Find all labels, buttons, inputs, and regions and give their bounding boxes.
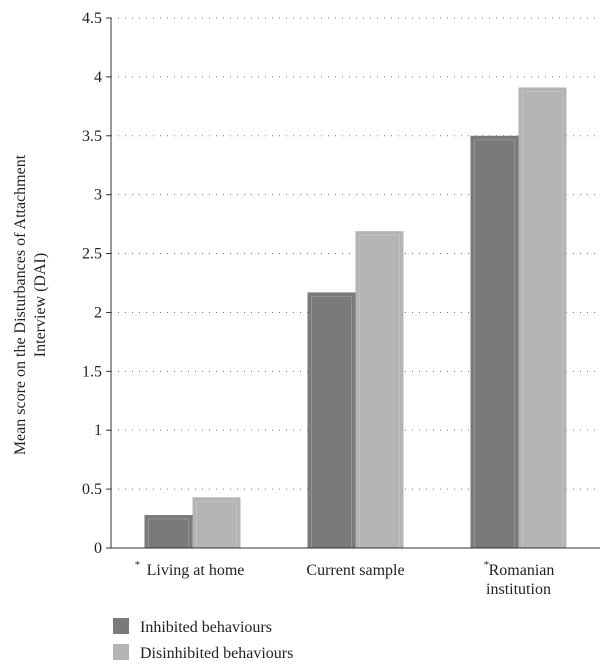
x-category-label: Romanian — [489, 562, 555, 579]
y-tick-label: 3.5 — [82, 128, 102, 145]
bar-inhibited — [307, 292, 356, 548]
legend-swatch — [113, 644, 129, 660]
x-category-label: institution — [486, 581, 551, 598]
x-category-labels: Living at home* Current sample Romanian*in… — [135, 559, 555, 598]
y-axis-title-line: Interview (DAI) — [32, 253, 49, 357]
category-marker: * — [135, 559, 141, 571]
y-tick-label: 1.5 — [82, 363, 102, 380]
y-tick-label: 2 — [94, 304, 102, 321]
legend-label: Disinhibited behaviours — [140, 645, 293, 662]
y-tick-label: 4 — [94, 69, 102, 86]
y-tick-label: 0.5 — [82, 481, 102, 498]
bar-disinhibited — [192, 497, 241, 548]
bars — [144, 87, 567, 549]
y-tick-label: 1 — [94, 422, 102, 439]
y-tick-label: 0 — [94, 540, 102, 557]
y-axis-title-line: Mean score on the Disturbances of Attach… — [12, 154, 29, 455]
bar-disinhibited — [355, 231, 404, 548]
x-category-label: Living at home — [147, 562, 245, 579]
legend-swatch — [113, 618, 129, 634]
y-axis-title: Mean score on the Disturbances of Attach… — [12, 154, 49, 455]
y-tick-labels: 0 0.5 1 1.5 2 2.5 3 3.5 4 4.5 — [82, 10, 111, 557]
bar-inhibited — [470, 135, 519, 548]
legend-label: Inhibited behaviours — [140, 619, 272, 636]
category-marker: * — [484, 559, 490, 571]
bar-inhibited — [144, 515, 193, 548]
x-category-label: Current sample — [306, 562, 404, 579]
y-tick-label: 4.5 — [82, 10, 102, 27]
y-tick-label: 3 — [94, 187, 102, 204]
legend: Inhibited behaviours Disinhibited behavio… — [113, 618, 293, 662]
y-tick-label: 2.5 — [82, 246, 102, 263]
bar-disinhibited — [518, 87, 567, 548]
axes — [110, 18, 600, 549]
